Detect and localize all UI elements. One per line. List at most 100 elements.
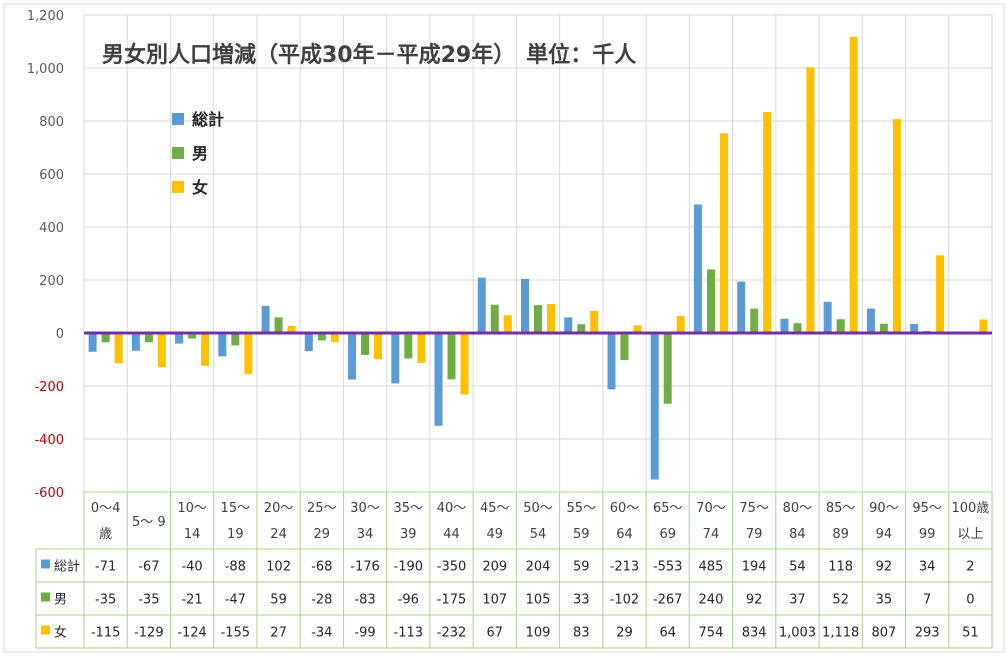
bar-総計 <box>175 333 184 344</box>
table-cell: 754 <box>699 626 724 641</box>
bar-女 <box>547 304 555 333</box>
category-label: 44 <box>443 527 460 542</box>
category-label: 24 <box>270 527 287 542</box>
category-label: 49 <box>486 527 503 542</box>
table-cell: -35 <box>138 593 159 608</box>
bar-男 <box>836 319 845 333</box>
table-cell: -28 <box>311 593 332 608</box>
table-cell: 109 <box>526 626 551 641</box>
table-row-label-総計: 総計 <box>54 559 80 575</box>
y-tick-label: 1,200 <box>27 9 64 24</box>
bar-女 <box>157 333 166 368</box>
table-cell: 27 <box>270 626 287 641</box>
bar-女 <box>374 333 383 360</box>
table-cell: -68 <box>311 560 332 575</box>
y-tick-label: -600 <box>34 486 64 501</box>
bar-総計 <box>823 301 832 333</box>
category-label: 69 <box>659 527 676 542</box>
table-cell: 105 <box>526 593 551 608</box>
table-cell: 92 <box>876 560 893 575</box>
bar-総計 <box>607 333 616 390</box>
table-cell: 1,118 <box>822 626 859 641</box>
table-cell: 35 <box>876 593 893 608</box>
table-cell: 240 <box>699 593 724 608</box>
bar-総計 <box>304 333 313 352</box>
category-label: 59 <box>573 527 590 542</box>
table-cell: -190 <box>394 560 424 575</box>
bar-女 <box>892 119 901 334</box>
table-cell: 204 <box>526 560 551 575</box>
table-cell: -21 <box>181 593 202 608</box>
table-row-label-女: 女 <box>54 625 67 641</box>
table-cell: -113 <box>394 626 424 641</box>
bar-総計 <box>564 317 573 333</box>
category-label: 85～ <box>826 501 856 516</box>
bar-女 <box>979 319 988 333</box>
table-cell: -99 <box>354 626 375 641</box>
table-cell: 52 <box>832 593 849 608</box>
bar-女 <box>244 333 253 375</box>
category-label: 歳 <box>99 527 112 542</box>
table-cell: -34 <box>311 626 332 641</box>
bar-総計 <box>348 333 357 380</box>
bar-男 <box>620 333 629 361</box>
category-label: 15～ <box>221 501 251 516</box>
category-label: 20～ <box>264 501 294 516</box>
table-cell: 834 <box>742 626 767 641</box>
table-cell: -124 <box>177 626 207 641</box>
table-cell: 1,003 <box>779 626 816 641</box>
table-cell: 293 <box>915 626 940 641</box>
bar-総計 <box>88 333 97 352</box>
category-label: 34 <box>357 527 374 542</box>
y-tick-label: 800 <box>39 115 64 130</box>
bar-男 <box>750 308 759 333</box>
bar-女 <box>633 325 642 333</box>
bar-男 <box>188 333 197 339</box>
table-cell: -176 <box>350 560 380 575</box>
table-cell: 64 <box>659 626 676 641</box>
table-cell: 485 <box>699 560 724 575</box>
bar-男 <box>534 305 542 333</box>
table-cell: -129 <box>134 626 164 641</box>
table-cell: -175 <box>437 593 467 608</box>
y-tick-label: -200 <box>34 380 64 395</box>
table-cell: -267 <box>653 593 683 608</box>
category-label: 19 <box>227 527 244 542</box>
category-label: 100歳 <box>951 501 989 516</box>
table-cell: 33 <box>573 593 590 608</box>
category-label: 10～ <box>177 501 207 516</box>
table-cell: -232 <box>437 626 467 641</box>
y-tick-label: 600 <box>39 168 64 183</box>
bar-総計 <box>131 333 140 351</box>
bar-男 <box>706 269 715 333</box>
bar-女 <box>201 333 210 366</box>
category-label: 79 <box>746 527 763 542</box>
table-cell: -213 <box>610 560 640 575</box>
table-cell: -67 <box>138 560 159 575</box>
bar-男 <box>231 333 240 346</box>
y-tick-label: 1,000 <box>27 62 64 77</box>
table-cell: 107 <box>482 593 507 608</box>
bar-総計 <box>477 277 486 333</box>
table-cell: -115 <box>91 626 121 641</box>
bar-女 <box>287 325 296 333</box>
table-cell: 2 <box>966 560 974 575</box>
bar-女 <box>417 333 426 363</box>
bar-女 <box>676 316 685 333</box>
table-cell: 59 <box>573 560 590 575</box>
data-table: 0～4 歳 5～ 9 10～ 14 15～ 19 20～ 24 25～ 29 30～ 34 35～ 39 40… <box>35 491 993 649</box>
table-cell: 7 <box>923 593 931 608</box>
table-cell: 0 <box>966 593 974 608</box>
bar-総計 <box>261 305 270 333</box>
bar-男 <box>404 333 413 359</box>
table-cell: 194 <box>742 560 767 575</box>
bar-男 <box>361 333 370 355</box>
category-label: 74 <box>703 527 720 542</box>
table-cell: -102 <box>610 593 640 608</box>
category-label: 90～ <box>869 501 899 516</box>
table-cell: -350 <box>437 560 467 575</box>
bar-男 <box>793 323 802 333</box>
table-legend-key-男 <box>41 592 50 602</box>
